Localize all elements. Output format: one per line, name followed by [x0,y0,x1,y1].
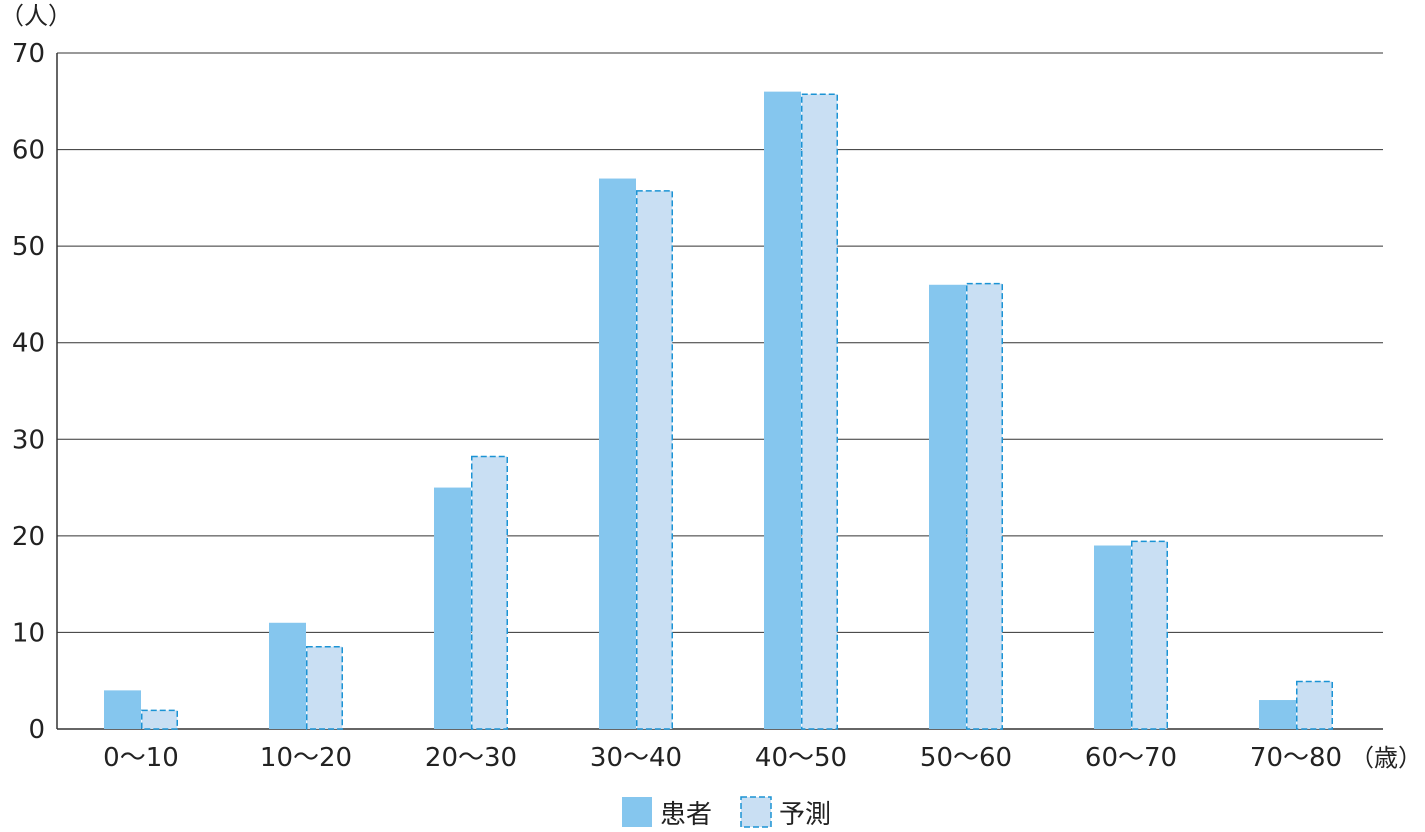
x-tick-label: 0〜10 [103,743,179,773]
x-tick-label: 10〜20 [260,743,352,773]
gridlines [57,52,1383,730]
y-tick-label: 40 [12,329,45,359]
x-tick-label: 60〜70 [1085,743,1177,773]
bar-patients [434,487,471,729]
x-axis-ticks: 0〜10 10〜20 20〜30 30〜40 40〜50 50〜60 60〜70 70〜80 [103,743,1342,773]
legend-label-patients: 患者 [660,800,712,830]
y-tick-label: 20 [12,522,45,552]
x-tick-label: 70〜80 [1250,743,1342,773]
bar-prediction [1296,680,1333,730]
x-tick-label: 40〜50 [755,743,847,773]
x-tick-label: 30〜40 [590,743,682,773]
bar-patients [764,91,801,730]
x-axis-unit: （歳） [1350,744,1422,772]
y-tick-label: 0 [28,715,45,745]
bar-patients [269,622,306,729]
bar-patients [929,284,966,729]
legend: 患者 予測 [622,796,831,830]
legend-swatch-patients [622,797,652,827]
bar-prediction [306,645,343,730]
x-tick-label: 50〜60 [920,743,1012,773]
bar-prediction [1131,540,1168,730]
legend-label-prediction: 予測 [779,800,831,830]
legend-swatch-prediction [740,796,772,828]
y-tick-label: 70 [12,39,45,69]
y-axis-ticks: 0 10 20 30 40 50 60 70 [12,39,45,745]
bar-prediction [801,93,838,730]
y-tick-label: 10 [12,618,45,648]
y-tick-label: 50 [12,232,45,262]
y-tick-label: 30 [12,425,45,455]
bar-prediction [141,709,178,730]
bar-prediction [636,190,673,730]
bar-prediction [471,455,508,730]
y-axis-unit: （人） [0,2,72,30]
bar-patients [599,178,636,730]
bar-patients [1094,545,1131,729]
bars [104,91,1333,730]
bar-prediction [966,282,1003,730]
y-tick-label: 60 [12,136,45,166]
x-tick-label: 20〜30 [425,743,517,773]
bar-patients [104,690,141,729]
bar-patients [1259,700,1296,729]
